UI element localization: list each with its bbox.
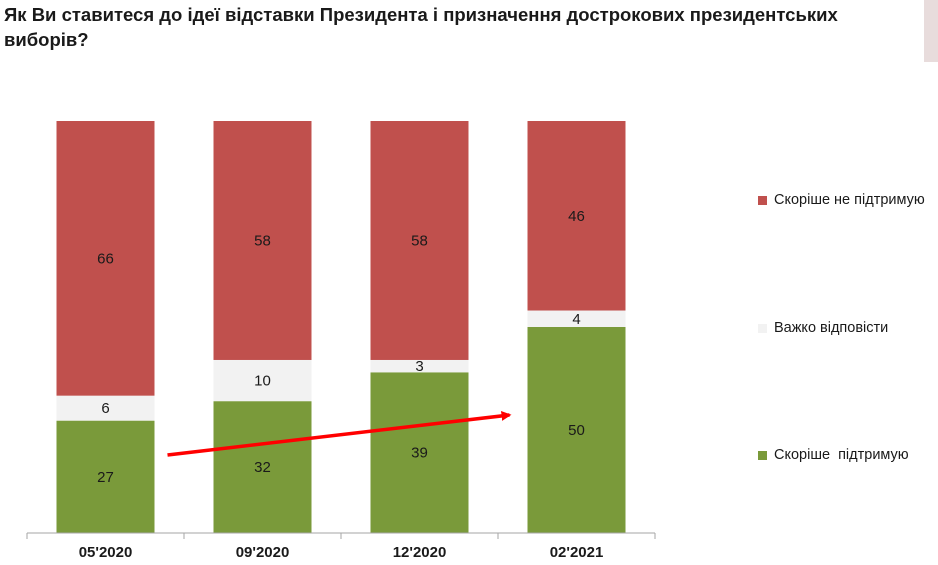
bar-segment-3-1 <box>56 121 155 396</box>
bar-segment-1-1 <box>56 420 155 533</box>
data-label: 6 <box>101 400 109 417</box>
data-label: 58 <box>254 232 271 249</box>
legend-item: Скоріше не підтримую <box>758 190 925 210</box>
bar-segment-2-3 <box>370 359 469 373</box>
legend-label: Важко відповісти <box>774 320 889 336</box>
bar-segment-1-2 <box>213 401 312 533</box>
bar-segment-2-2 <box>213 359 312 402</box>
data-label: 3 <box>415 358 423 375</box>
x-tick-label: 12'2020 <box>393 544 447 561</box>
data-label: 39 <box>411 445 428 462</box>
legend-label: Скоріше не підтримую <box>774 192 925 208</box>
bar-segment-3-4 <box>527 121 626 311</box>
corner-mark <box>924 0 938 62</box>
bar-segment-2-4 <box>527 310 626 327</box>
bar-segment-1-3 <box>370 372 469 533</box>
data-label: 27 <box>97 469 114 486</box>
page-title: Як Ви ставитеся до ідеї відставки Презид… <box>4 4 838 50</box>
x-tick-label: 02'2021 <box>550 544 604 561</box>
data-label: 10 <box>254 373 271 390</box>
x-tick-label: 09'2020 <box>236 544 290 561</box>
data-label: 32 <box>254 459 271 476</box>
x-tick-label: 05'2020 <box>79 544 133 561</box>
bar-segment-3-3 <box>370 121 469 360</box>
legend-item: Скоріше підтримую <box>758 445 909 465</box>
legend-label: Скоріше підтримую <box>774 447 909 463</box>
data-label: 58 <box>411 232 428 249</box>
bar-segment-2-1 <box>56 395 155 421</box>
legend-swatch <box>758 450 767 460</box>
legend-swatch <box>758 323 767 333</box>
trend-arrow <box>167 410 512 457</box>
data-label: 66 <box>97 250 114 267</box>
bar-segment-1-4 <box>527 327 626 533</box>
data-label: 4 <box>572 311 580 328</box>
legend-item: Важко відповісти <box>758 318 888 338</box>
data-label: 50 <box>568 422 585 439</box>
bar-segment-3-2 <box>213 121 312 360</box>
legend-swatch <box>758 195 767 205</box>
data-label: 46 <box>568 208 585 225</box>
